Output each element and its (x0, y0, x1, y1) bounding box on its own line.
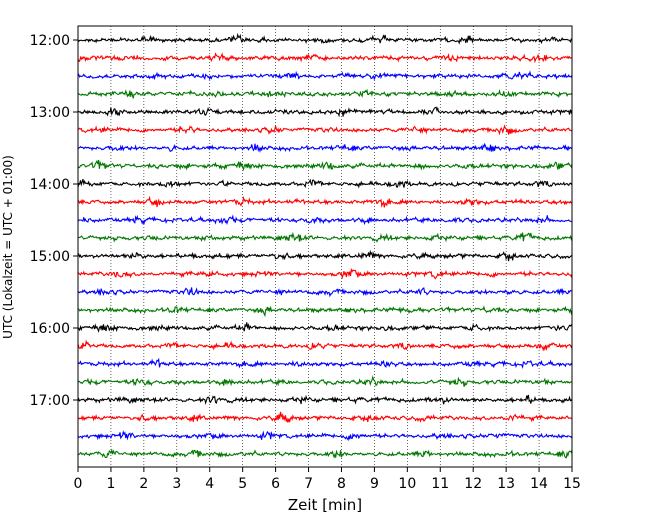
trace-1400 (77, 178, 573, 189)
x-tick-label-10: 10 (398, 476, 416, 492)
x-tick-label-9: 9 (370, 476, 379, 492)
trace-1215 (77, 52, 573, 64)
x-tick-label-3: 3 (172, 476, 181, 492)
trace-1300 (77, 106, 573, 118)
trace-1500 (77, 249, 573, 262)
trace-1530 (77, 287, 573, 298)
trace-1515 (77, 267, 573, 280)
x-axis-title: Zeit [min] (288, 496, 362, 514)
x-axis-ticks: 0 1 2 3 4 5 6 7 8 9 10 11 12 13 14 15 (74, 467, 581, 492)
x-tick-label-0: 0 (74, 476, 83, 492)
y-tick-label-1200: 12:00 (30, 33, 70, 49)
x-tick-label-11: 11 (431, 476, 449, 492)
seismogram-traces (77, 32, 573, 459)
x-tick-label-15: 15 (563, 476, 581, 492)
y-tick-label-1300: 13:00 (30, 105, 70, 121)
trace-1445 (77, 231, 573, 243)
y-tick-label-1700: 17:00 (30, 393, 70, 409)
y-axis-title: UTC (Lokalzeit = UTC + 01:00) (1, 155, 15, 339)
x-tick-label-14: 14 (530, 476, 548, 492)
trace-1615 (77, 339, 573, 352)
x-tick-label-2: 2 (139, 476, 148, 492)
x-tick-label-1: 1 (106, 476, 115, 492)
y-tick-label-1500: 15:00 (30, 249, 70, 265)
trace-1330 (77, 142, 573, 154)
trace-1745 (77, 448, 573, 459)
x-tick-label-12: 12 (464, 476, 482, 492)
plot-frame (77, 25, 573, 468)
trace-1345 (77, 159, 573, 172)
trace-1245 (77, 88, 573, 99)
trace-1200 (77, 32, 573, 45)
x-tick-label-4: 4 (205, 476, 214, 492)
trace-1545 (77, 305, 573, 318)
trace-1600 (77, 322, 573, 333)
y-tick-label-1400: 14:00 (30, 177, 70, 193)
x-tick-label-7: 7 (304, 476, 313, 492)
y-axis-ticks: 12:00 13:00 14:00 15:00 16:00 17:00 (30, 33, 78, 409)
trace-1230 (77, 70, 573, 81)
trace-1415 (77, 195, 573, 208)
trace-1630 (77, 357, 573, 369)
x-tick-label-5: 5 (238, 476, 247, 492)
x-tick-label-8: 8 (337, 476, 346, 492)
y-tick-label-1600: 16:00 (30, 321, 70, 337)
x-tick-label-6: 6 (271, 476, 280, 492)
trace-1700 (77, 394, 573, 405)
x-tick-label-13: 13 (497, 476, 515, 492)
trace-1645 (77, 375, 573, 387)
trace-1730 (77, 430, 573, 442)
trace-1315 (77, 124, 573, 136)
trace-1715 (77, 411, 573, 423)
trace-1430 (77, 214, 573, 226)
